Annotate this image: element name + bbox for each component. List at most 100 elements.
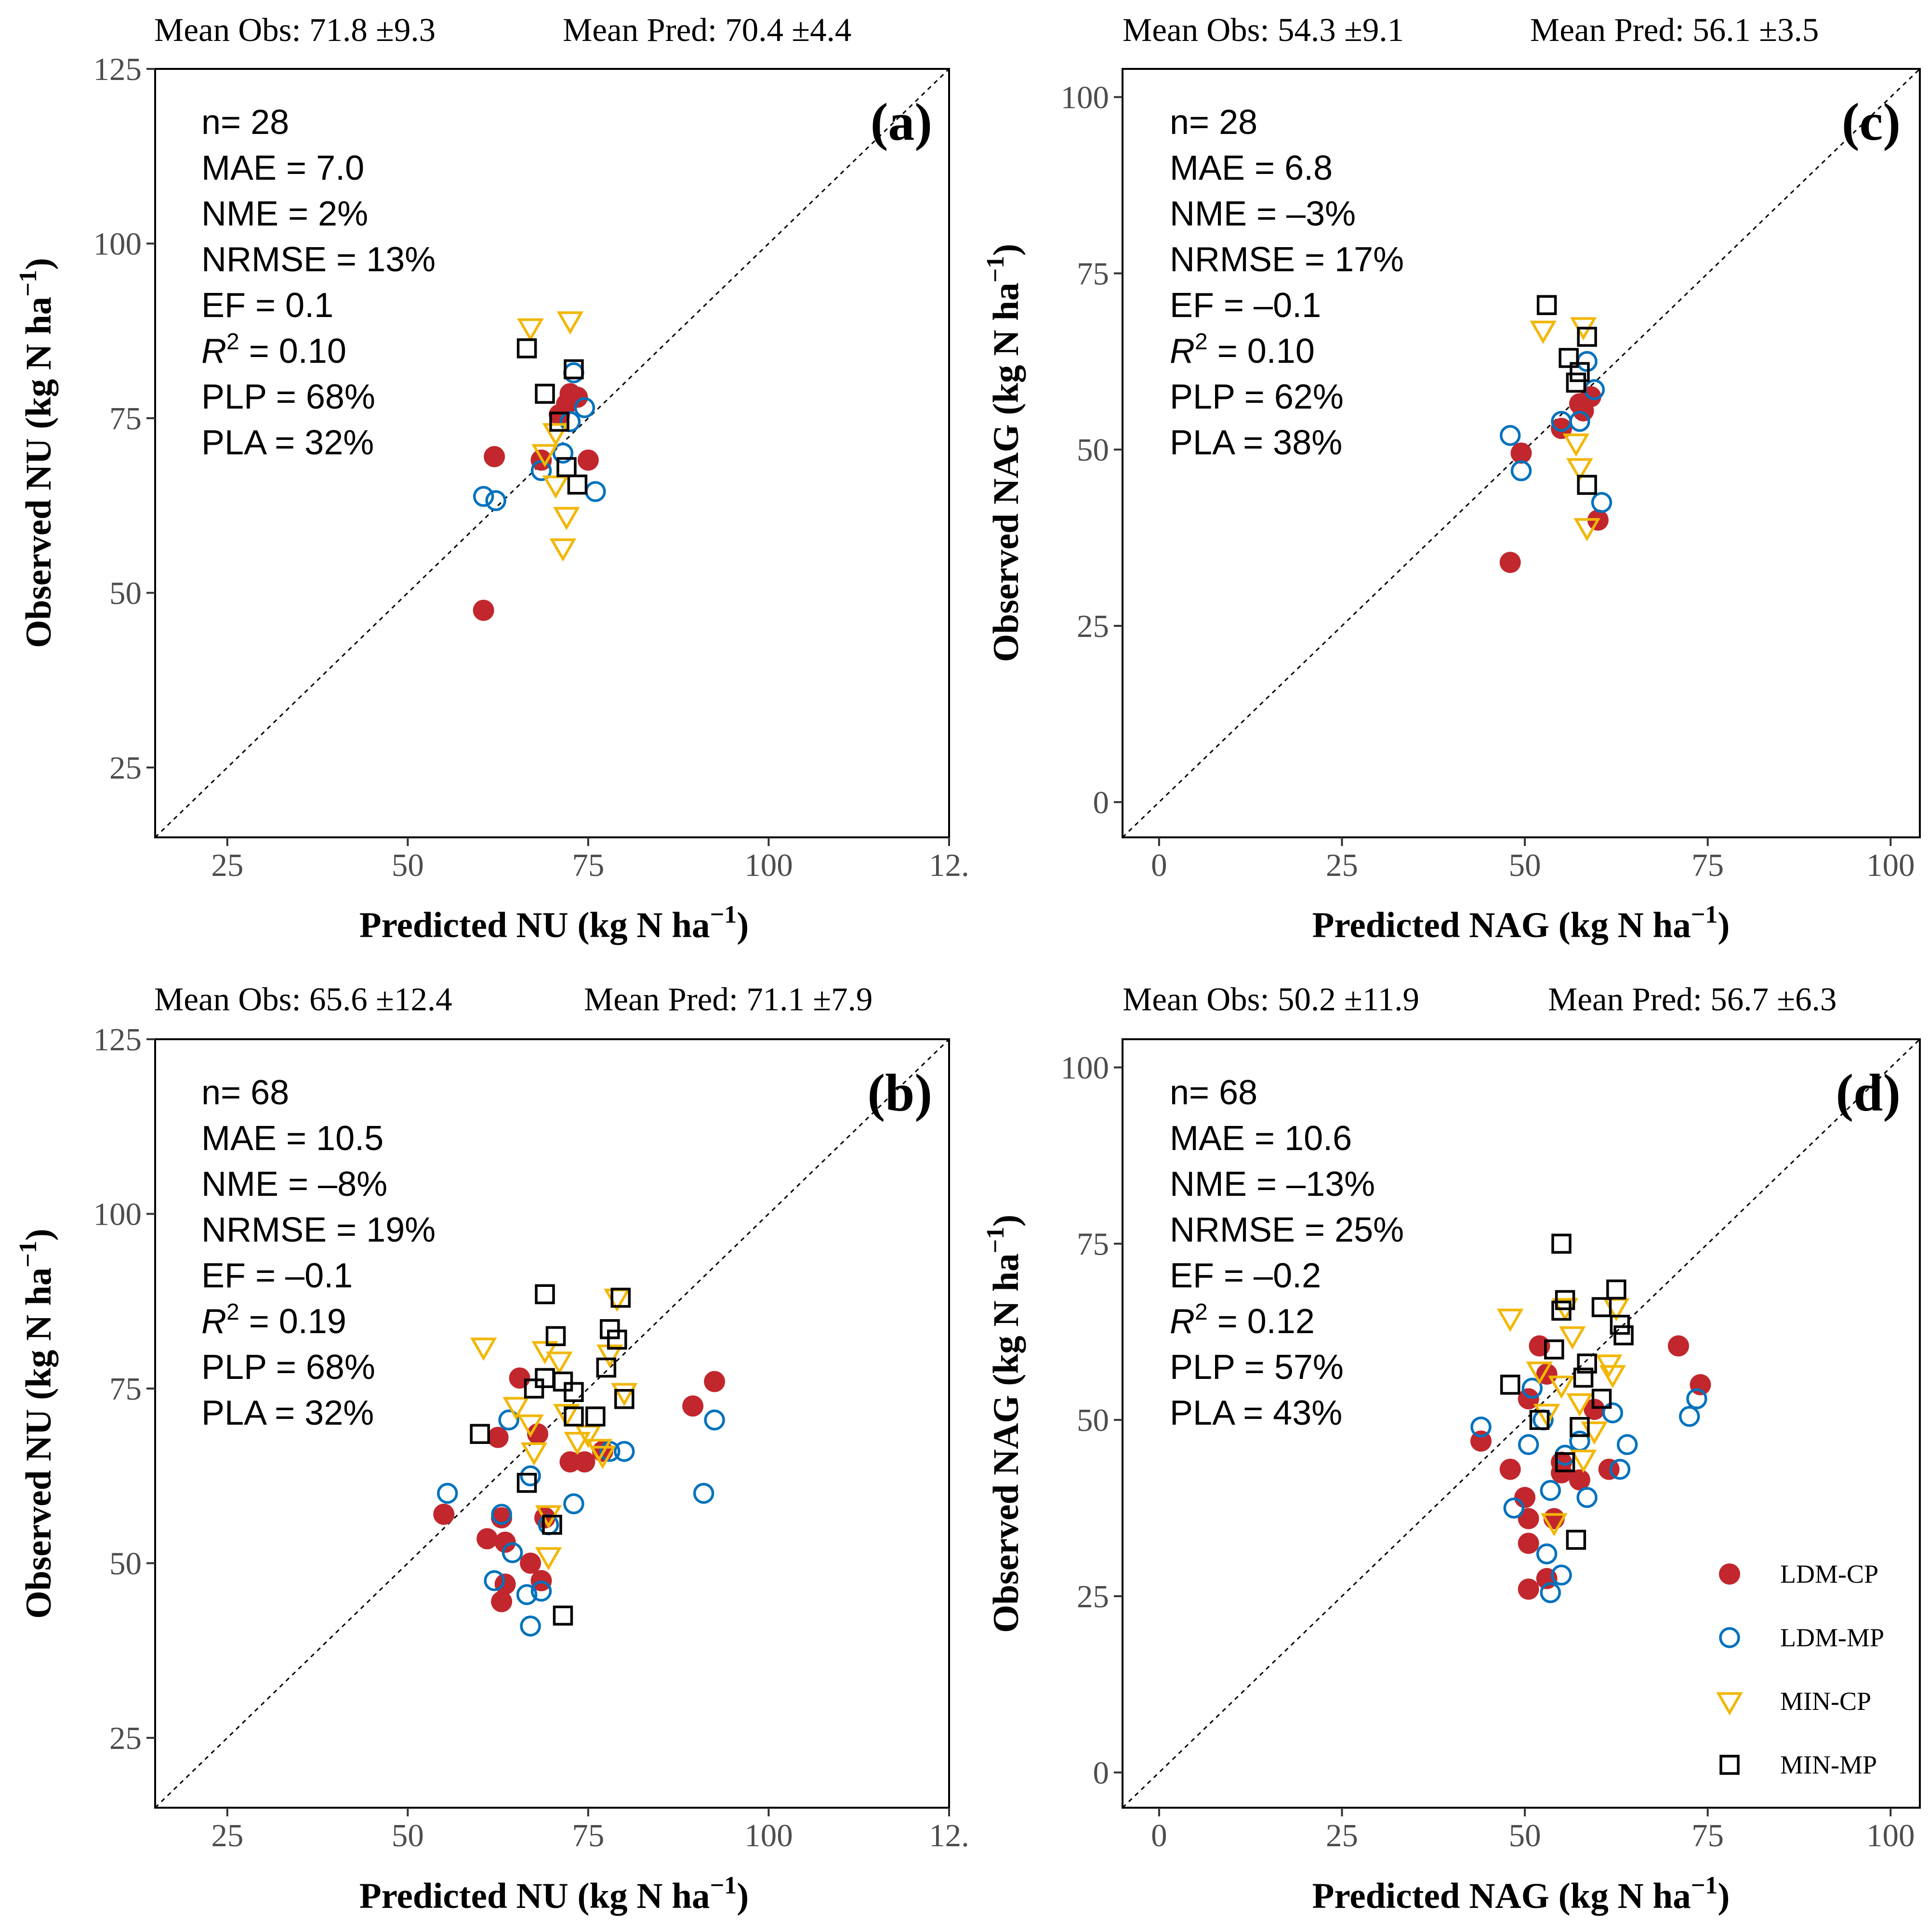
point-ldm-mp [438, 1484, 457, 1503]
stat-nme: NME = –13% [1170, 1165, 1375, 1204]
point-min-mp [565, 1383, 582, 1401]
x-tick-label: 100 [744, 847, 793, 883]
x-tick-label: 50 [392, 847, 424, 883]
x-tick-label: 25 [211, 1818, 243, 1853]
point-ldm-cp [1690, 1374, 1711, 1396]
point-min-cp [1565, 435, 1587, 454]
y-tick-label: 0 [1093, 785, 1110, 820]
panel-tag: (d) [1836, 1063, 1901, 1122]
legend-ldm-mp-label: LDM-MP [1780, 1623, 1884, 1652]
point-min-cp [1499, 1310, 1521, 1329]
point-ldm-cp [1518, 1533, 1539, 1554]
y-tick-label: 75 [109, 1371, 142, 1407]
stat-n: n= 28 [1170, 103, 1257, 142]
scatter-points [473, 313, 605, 621]
x-tick-label: 12. [929, 847, 969, 883]
point-ldm-mp [695, 1484, 713, 1503]
panel-a: Mean Obs: 71.8 ±9.3 Mean Pred: 70.4 ±4.4… [14, 12, 969, 945]
x-tick-label: 50 [1509, 847, 1541, 883]
point-ldm-mp [475, 487, 493, 505]
x-axis-label: Predicted NAG [1312, 1876, 1549, 1916]
point-ldm-mp [1512, 462, 1531, 480]
stat-r2: R2 = 0.12 [1170, 1299, 1315, 1341]
x-tick-label: 75 [1691, 1818, 1724, 1853]
stat-pla: PLA = 32% [201, 1394, 374, 1432]
x-axis-title: Predicted NU (kg N ha−1) [359, 1872, 749, 1916]
y-tick-label: 25 [1077, 1579, 1109, 1614]
plot-frame [1122, 68, 1921, 838]
point-min-mp [601, 1321, 619, 1338]
stat-n: n= 28 [201, 103, 289, 142]
point-min-mp [1553, 1235, 1570, 1252]
y-tick-label: 125 [93, 52, 142, 87]
point-min-mp [1608, 1281, 1625, 1298]
stats-block: n= 68 MAE = 10.6 NME = –13% NRMSE = 25% EF =… [1170, 1073, 1404, 1432]
stat-mae: MAE = 6.8 [1170, 149, 1333, 187]
y-tick-label: 100 [93, 1197, 142, 1232]
x-tick-label: 75 [572, 1818, 604, 1853]
one-to-one-line [1122, 1038, 1921, 1809]
x-axis-label: Predicted NU [359, 905, 568, 945]
point-ldm-cp [1529, 1335, 1550, 1357]
point-min-cp [559, 313, 581, 332]
point-min-cp [1536, 1405, 1558, 1425]
point-ldm-cp [433, 1504, 455, 1525]
point-ldm-mp [586, 482, 605, 501]
legend-ldm-mp-symbol [1720, 1628, 1739, 1647]
stat-nrmse: NRMSE = 13% [201, 240, 436, 279]
x-tick-label: 100 [744, 1818, 793, 1853]
stat-nrmse: NRMSE = 19% [201, 1211, 436, 1249]
point-ldm-cp [476, 1528, 498, 1549]
panel-tag: (b) [868, 1063, 932, 1122]
x-tick-label: 100 [1866, 1818, 1915, 1853]
stat-r2: R2 = 0.10 [1170, 329, 1315, 371]
scatter-points [433, 1285, 726, 1635]
mean-pred-header: Mean Pred: 70.4 ±4.4 [563, 12, 851, 48]
point-ldm-mp [1505, 1499, 1523, 1517]
x-tick-label: 12. [929, 1818, 969, 1853]
stat-pla: PLA = 32% [201, 423, 374, 462]
stat-nme: NME = –3% [1170, 195, 1356, 233]
point-min-mp [1538, 296, 1556, 314]
point-ldm-mp [521, 1617, 540, 1635]
stat-r2: R2 = 0.10 [201, 329, 346, 371]
point-min-mp [1502, 1376, 1519, 1393]
stats-block: n= 68 MAE = 10.5 NME = –8% NRMSE = 19% EF = … [201, 1073, 436, 1432]
stat-plp: PLP = 62% [1170, 378, 1344, 416]
axis-ticks: 0 25 50 75 100 0 25 50 75 100 [1061, 80, 1915, 883]
point-min-cp [555, 508, 578, 528]
mean-obs-header: Mean Obs: 65.6 ±12.4 [154, 981, 452, 1018]
legend-ldm-cp-symbol [1719, 1563, 1740, 1585]
mean-obs-header: Mean Obs: 71.8 ±9.3 [154, 12, 436, 48]
point-ldm-cp [491, 1591, 513, 1613]
x-tick-label: 50 [392, 1818, 424, 1853]
stat-ef: EF = –0.1 [1170, 286, 1321, 325]
point-ldm-cp [494, 1574, 516, 1595]
x-axis-title: Predicted NAG (kg N ha−1) [1312, 1872, 1730, 1916]
mean-pred-header: Mean Pred: 56.1 ±3.5 [1530, 12, 1819, 48]
point-min-mp [587, 1408, 604, 1425]
point-min-mp [471, 1425, 489, 1442]
y-tick-label: 50 [109, 1546, 142, 1582]
x-tick-label: 50 [1509, 1818, 1541, 1853]
plot-frame [154, 68, 950, 838]
stat-nme: NME = –8% [201, 1165, 387, 1204]
axis-ticks: 25 50 75 100 12. 25 50 75 100 125 [93, 1022, 969, 1853]
point-min-cp [552, 540, 574, 559]
panel-tag: (a) [871, 93, 932, 151]
stat-mae: MAE = 10.6 [1170, 1119, 1352, 1158]
y-tick-label: 25 [1077, 609, 1109, 644]
stat-ef: EF = –0.2 [1170, 1257, 1321, 1295]
point-ldm-cp [704, 1371, 726, 1392]
stat-ef: EF = 0.1 [201, 286, 333, 325]
point-ldm-cp [509, 1367, 530, 1389]
point-min-mp [536, 1369, 554, 1387]
stat-nme: NME = 2% [201, 195, 368, 233]
y-tick-label: 50 [1077, 432, 1109, 468]
point-min-mp [1567, 1531, 1585, 1548]
x-axis-label: Predicted NAG [1312, 905, 1549, 945]
stat-nrmse: NRMSE = 17% [1170, 240, 1404, 279]
scatter-points [1499, 296, 1611, 573]
point-min-mp [554, 1373, 571, 1390]
